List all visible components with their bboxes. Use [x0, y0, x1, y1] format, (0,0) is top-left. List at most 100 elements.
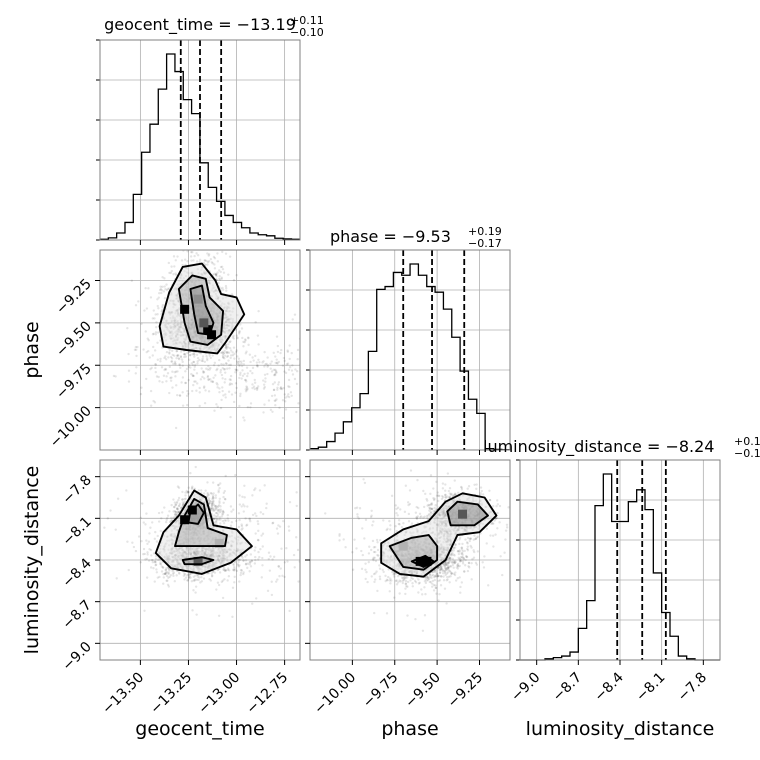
- sample-point: [287, 393, 290, 396]
- sample-point: [253, 512, 257, 515]
- sample-point: [306, 521, 308, 523]
- sample-point: [421, 593, 424, 596]
- sample-point: [444, 566, 447, 569]
- sample-point: [188, 353, 192, 357]
- sample-point: [163, 368, 166, 372]
- sample-point: [214, 496, 218, 500]
- sample-point: [258, 555, 261, 559]
- sample-point: [165, 518, 168, 522]
- sample-point: [276, 344, 280, 348]
- sample-point: [227, 390, 231, 393]
- sample-point: [231, 351, 234, 354]
- sample-point: [235, 386, 238, 390]
- sample-point: [210, 502, 214, 506]
- sample-point: [156, 298, 159, 301]
- sample-point: [214, 273, 218, 276]
- sample-point: [206, 376, 209, 379]
- sample-point: [218, 486, 221, 490]
- sample-point: [365, 570, 368, 574]
- sample-point: [242, 559, 245, 562]
- sample-point: [163, 356, 166, 360]
- sample-point: [149, 389, 153, 393]
- sample-point: [199, 352, 203, 355]
- sample-point: [222, 271, 226, 274]
- sample-point: [262, 411, 265, 414]
- sample-point: [134, 304, 138, 307]
- sample-point: [145, 576, 149, 579]
- sample-point: [165, 566, 168, 570]
- sample-point: [210, 492, 213, 495]
- sample-point: [173, 510, 177, 513]
- sample-point: [144, 286, 147, 290]
- sample-point: [164, 288, 167, 291]
- sample-point: [207, 378, 210, 381]
- sample-point: [170, 376, 173, 379]
- sample-point: [159, 285, 162, 288]
- sample-point: [154, 554, 158, 558]
- sample-point: [211, 354, 214, 357]
- sample-point: [302, 552, 304, 554]
- sample-point: [173, 505, 176, 509]
- sample-point: [175, 349, 179, 353]
- sample-point: [220, 363, 223, 366]
- sample-point: [219, 505, 222, 508]
- sample-point: [251, 383, 254, 386]
- sample-point: [173, 265, 176, 268]
- sample-point: [219, 371, 222, 374]
- sample-point: [270, 593, 274, 597]
- sample-point: [145, 350, 148, 354]
- sample-point: [288, 365, 292, 369]
- sample-point: [245, 523, 249, 527]
- sample-point: [167, 261, 171, 265]
- sample-point: [177, 571, 181, 574]
- sample-point: [229, 378, 232, 382]
- sample-point: [184, 231, 186, 233]
- sample-point: [238, 404, 241, 408]
- sample-point: [226, 354, 230, 358]
- sample-point: [195, 252, 198, 255]
- sample-point: [291, 373, 295, 376]
- sample-point: [325, 419, 327, 421]
- sample-point: [126, 540, 129, 543]
- sample-point: [297, 580, 300, 583]
- sample-point: [182, 353, 186, 356]
- sample-point: [444, 489, 447, 492]
- sample-point: [224, 498, 227, 501]
- sample-point: [191, 234, 193, 236]
- sample-point: [220, 277, 223, 281]
- sample-point: [228, 363, 231, 367]
- sample-point: [215, 588, 218, 591]
- sample-point: [233, 567, 236, 571]
- sample-point: [155, 571, 159, 574]
- sample-point: [174, 503, 177, 507]
- sample-point: [266, 356, 269, 359]
- sample-point: [444, 483, 447, 486]
- sample-point: [277, 383, 280, 386]
- sample-point: [210, 504, 214, 507]
- sample-point: [186, 491, 189, 494]
- sample-point: [461, 555, 464, 559]
- sample-point: [142, 521, 145, 524]
- sample-point: [174, 272, 177, 275]
- sample-point: [238, 360, 241, 363]
- sample-point: [168, 365, 172, 369]
- sample-point: [194, 591, 197, 594]
- sample-point: [210, 504, 214, 508]
- sample-point: [244, 338, 247, 341]
- sample-point: [188, 358, 191, 361]
- sample-point: [211, 380, 214, 383]
- sample-point: [211, 507, 214, 510]
- sample-point: [320, 380, 322, 382]
- sample-point: [242, 510, 245, 513]
- sample-point: [209, 378, 212, 381]
- sample-point: [146, 337, 149, 340]
- sample-point: [254, 558, 257, 562]
- sample-point: [273, 399, 276, 403]
- sample-point: [386, 527, 389, 531]
- sample-point: [154, 331, 158, 334]
- sample-point: [232, 562, 235, 565]
- sample-point: [212, 503, 215, 506]
- sample-point: [271, 410, 274, 413]
- sample-point: [169, 271, 173, 275]
- sample-point: [140, 539, 143, 543]
